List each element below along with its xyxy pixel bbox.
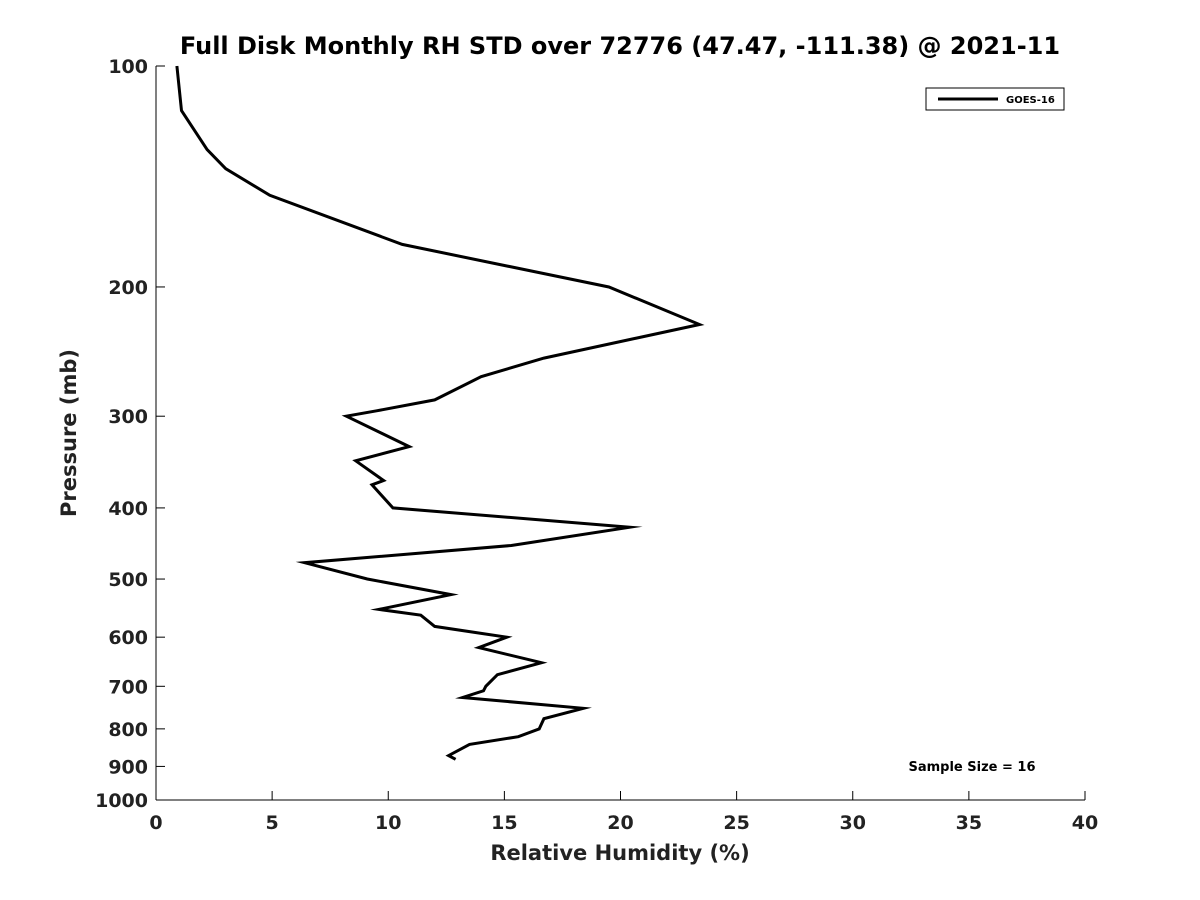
y-axis-label: Pressure (mb) <box>57 349 81 517</box>
y-tick-label: 300 <box>108 406 148 428</box>
x-tick-label: 0 <box>149 812 162 834</box>
x-tick-label: 15 <box>491 812 517 834</box>
y-tick-label: 900 <box>108 756 148 778</box>
y-tick-label: 600 <box>108 627 148 649</box>
y-tick-label: 400 <box>108 498 148 520</box>
y-tick-label: 700 <box>108 676 148 698</box>
x-tick-label: 40 <box>1072 812 1098 834</box>
series-line-goes-16 <box>175 65 705 761</box>
x-tick-label: 20 <box>607 812 633 834</box>
legend: GOES-16 <box>925 87 1065 111</box>
series-layer <box>175 65 705 761</box>
y-tick-label: 800 <box>108 719 148 741</box>
y-tick-label: 100 <box>108 56 148 78</box>
y-tick-label: 500 <box>108 569 148 591</box>
chart-title: Full Disk Monthly RH STD over 72776 (47.… <box>180 32 1060 60</box>
x-ticks: 0 5 10 15 20 25 30 35 40 <box>149 791 1098 834</box>
x-tick-label: 25 <box>723 812 749 834</box>
plot-area <box>155 66 1085 801</box>
x-axis-label: Relative Humidity (%) <box>490 841 749 865</box>
x-tick-label: 5 <box>266 812 279 834</box>
y-tick-label: 200 <box>108 277 148 299</box>
x-tick-label: 35 <box>956 812 982 834</box>
x-tick-label: 30 <box>840 812 866 834</box>
legend-label-goes-16: GOES-16 <box>1006 95 1055 106</box>
y-tick-label: 1000 <box>95 790 148 812</box>
x-tick-label: 10 <box>375 812 401 834</box>
sample-size-annotation: Sample Size = 16 <box>908 760 1035 775</box>
y-ticks: 100 200 300 400 500 600 700 800 900 1000 <box>95 56 165 812</box>
